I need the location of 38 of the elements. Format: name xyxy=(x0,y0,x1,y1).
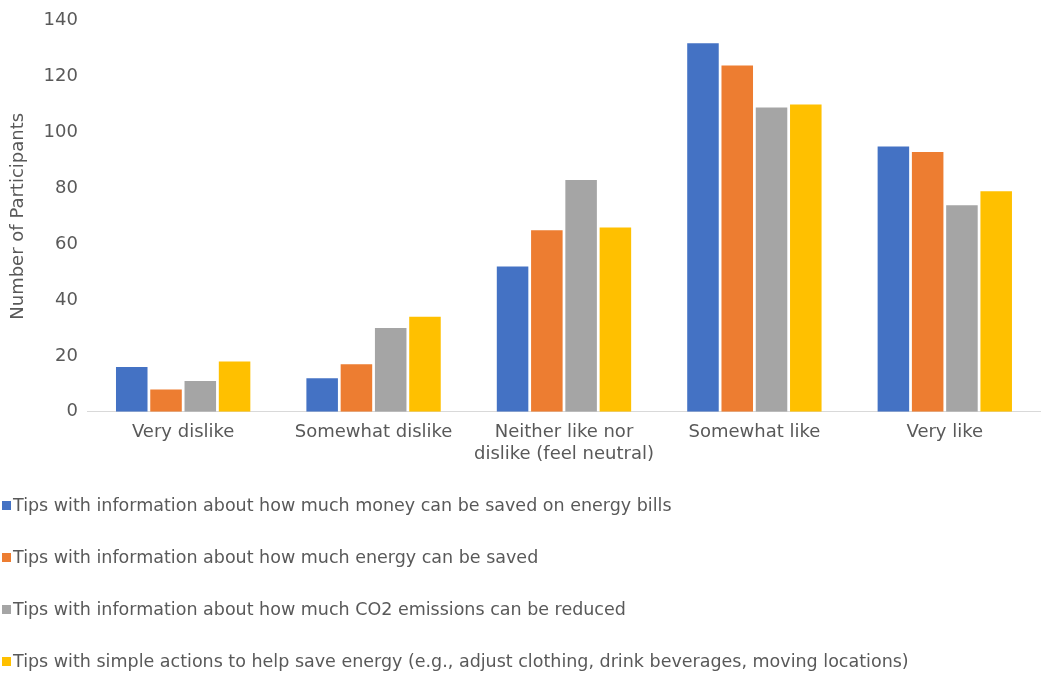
bar xyxy=(218,361,251,412)
bar xyxy=(946,205,978,412)
y-tick-label: 80 xyxy=(55,176,78,198)
bar xyxy=(184,381,217,412)
bar xyxy=(150,389,182,412)
bar xyxy=(565,179,597,412)
x-tick-label: Somewhat dislike xyxy=(294,420,453,442)
bar xyxy=(790,104,822,412)
y-tick-label: 40 xyxy=(55,287,78,309)
bar xyxy=(306,378,338,412)
bar xyxy=(496,266,529,412)
legend-label: Tips with information about how much energy can be saved xyxy=(13,547,539,567)
bar xyxy=(980,191,1012,412)
y-tick-label: 0 xyxy=(66,399,78,421)
y-tick-label: 20 xyxy=(55,343,78,365)
legend-label: Tips with information about how much money can be saved on energy bills xyxy=(13,495,672,515)
bar xyxy=(531,230,563,412)
bar xyxy=(755,107,788,412)
bar xyxy=(599,227,632,412)
bar xyxy=(115,367,148,412)
x-tick-label: Neither like nor dislike (feel neutral) xyxy=(473,420,654,463)
y-tick-label: 100 xyxy=(43,120,78,142)
bar xyxy=(687,43,719,412)
y-tick-label: 60 xyxy=(55,231,78,253)
legend-label: Tips with information about how much CO2 emissions can be reduced xyxy=(13,599,626,619)
x-tick-label: Somewhat like xyxy=(688,420,821,442)
bar xyxy=(877,146,910,412)
bar xyxy=(409,316,441,412)
bar xyxy=(374,328,407,412)
y-tick-label: 140 xyxy=(43,8,78,30)
x-tick-label: Very dislike xyxy=(131,420,235,442)
bar xyxy=(721,65,754,412)
y-tick-label: 120 xyxy=(43,64,78,86)
bar xyxy=(340,364,373,412)
bar xyxy=(911,152,944,412)
legend-label: Tips with simple actions to help save energy (e.g., adjust clothing, drink beverages, moving locations) xyxy=(13,651,909,671)
x-tick-label: Very like xyxy=(906,420,984,442)
y-axis-title: Number of Participants xyxy=(6,112,28,320)
